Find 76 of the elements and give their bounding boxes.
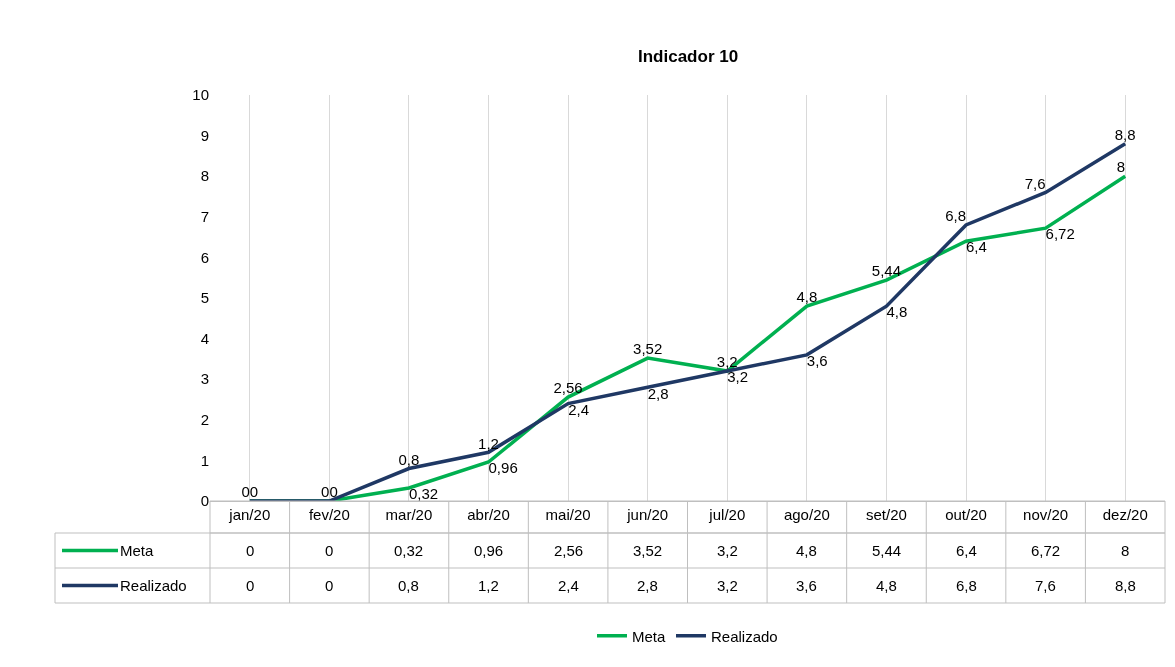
text: 0,32 <box>408 485 439 503</box>
data-label: 2,8 <box>637 577 658 594</box>
text: 2,8 <box>647 384 669 402</box>
data-label: 0 <box>325 542 334 559</box>
x-tick-label: ago/20 <box>783 506 830 523</box>
text: 0,8 <box>398 450 420 468</box>
x-tick-label: dez/20 <box>1102 506 1148 523</box>
x-tick-label: fev/20 <box>308 506 350 523</box>
x-tick-label: set/20 <box>866 506 907 523</box>
data-label: 0 <box>246 577 255 594</box>
data-label: 3,2 <box>717 542 738 559</box>
x-tick-label: mai/20 <box>545 506 591 523</box>
text: 6,72 <box>1045 225 1075 243</box>
data-label: 0 <box>246 542 255 559</box>
data-label: 6,72 <box>1031 542 1061 559</box>
text: 5,44 <box>871 262 902 280</box>
text: 7,6 <box>1024 174 1046 192</box>
y-tick-label: 4 <box>200 329 209 347</box>
text: 0 <box>329 483 338 501</box>
data-label: 3,6 <box>796 577 817 594</box>
chart-title: Indicador 10 <box>638 47 739 66</box>
x-tick-label: nov/20 <box>1023 506 1069 523</box>
text: Meta <box>632 627 666 645</box>
data-label: 7,6 <box>1035 577 1056 594</box>
y-tick-label: 9 <box>200 126 209 144</box>
x-tick-label: mar/20 <box>385 506 433 523</box>
data-label: 3,52 <box>633 542 663 559</box>
y-tick-label: 5 <box>200 289 209 307</box>
y-tick-label: 0 <box>200 492 209 510</box>
data-label: 6,8 <box>956 577 977 594</box>
y-tick-label: 6 <box>200 248 209 266</box>
text: 3,2 <box>716 353 738 371</box>
text: 0,96 <box>488 459 518 477</box>
text: 0 <box>249 483 259 501</box>
x-tick-label: abr/20 <box>467 506 510 523</box>
text: 6,4 <box>966 238 987 256</box>
x-tick-label: jan/20 <box>228 506 271 523</box>
legend-label: Meta <box>120 542 154 559</box>
legend-label: Realizado <box>120 577 187 594</box>
x-tick-label: out/20 <box>945 506 987 523</box>
text: 2,56 <box>553 379 583 397</box>
y-tick-label: 2 <box>200 411 209 429</box>
text: 8 <box>1116 158 1126 176</box>
text: 3,6 <box>806 352 828 370</box>
y-tick-label: 3 <box>200 370 209 388</box>
text: 2,4 <box>568 400 589 418</box>
data-label: 3,2 <box>717 577 738 594</box>
data-label: 8,8 <box>1115 577 1136 594</box>
data-label: 5,44 <box>872 542 902 559</box>
data-label: 8 <box>1121 542 1130 559</box>
data-label: 0 <box>325 577 334 594</box>
data-label: 0,8 <box>398 577 419 594</box>
text: 8,8 <box>1114 125 1136 143</box>
y-tick-label: 8 <box>200 167 209 185</box>
text: 3,52 <box>633 340 663 358</box>
text: Realizado <box>711 627 778 645</box>
data-label: 4,8 <box>796 542 817 559</box>
x-tick-label: jul/20 <box>708 506 746 523</box>
text: 3,2 <box>727 368 749 386</box>
text: 1,2 <box>478 434 499 452</box>
x-tick-label: jun/20 <box>626 506 669 523</box>
y-tick-label: 10 <box>192 86 209 104</box>
text: 4,8 <box>796 288 818 306</box>
data-label: 6,4 <box>956 542 977 559</box>
text: 0 <box>241 483 250 501</box>
data-label: 1,2 <box>478 577 499 594</box>
data-label: 2,56 <box>554 542 584 559</box>
text: 4,8 <box>886 303 908 321</box>
text: 6,8 <box>945 207 967 225</box>
data-label: 2,4 <box>558 577 579 594</box>
data-label: 0,96 <box>474 542 504 559</box>
data-label: 0,32 <box>394 542 424 559</box>
text: 0 <box>321 483 330 501</box>
y-tick-label: 7 <box>200 208 209 226</box>
data-label: 4,8 <box>876 577 897 594</box>
y-tick-label: 1 <box>200 451 209 469</box>
